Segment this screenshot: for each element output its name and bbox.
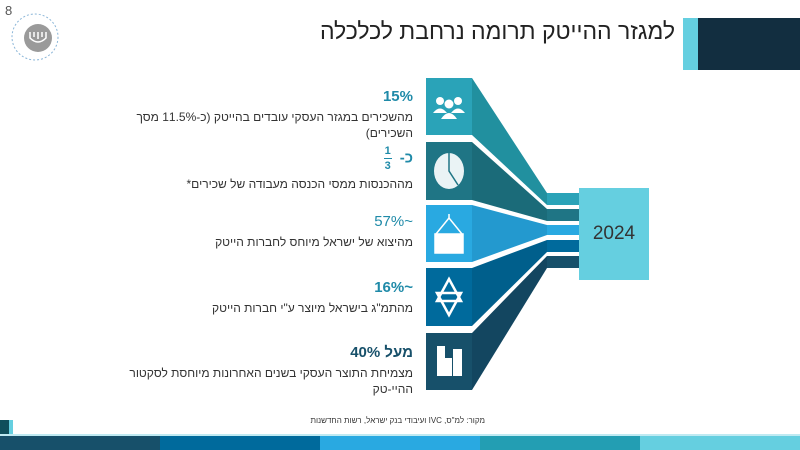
people-icon — [433, 97, 465, 119]
footer-segment-5 — [640, 436, 800, 450]
stat-description: מהתמ"ג בישראל מיוצר ע"י חברות הייטק — [212, 301, 413, 315]
star-of-david-icon — [434, 276, 464, 318]
connector-2 — [547, 209, 579, 221]
funnel-band-4 — [472, 240, 547, 326]
stat-value-prefix: כ- — [399, 149, 413, 167]
stat-value: 15% — [382, 88, 413, 105]
stat-description: מצמיחת התוצר העסקי בשנים האחרונות מיוחסת… — [129, 366, 413, 396]
header-accent-light — [683, 18, 698, 70]
funnel-band-2 — [472, 142, 547, 221]
year-box: 2024 — [579, 188, 649, 280]
stat-item-employees: 15% מהשכירים במגזר העסקי עובדים בהייטק (… — [113, 88, 413, 141]
year-label: 2024 — [592, 223, 636, 244]
corner-accent-light — [9, 420, 13, 434]
stat-value: ~16% — [374, 279, 413, 296]
fraction-denominator: 3 — [384, 160, 391, 172]
page-number: 8 — [5, 3, 13, 18]
stat-item-growth: מעל 40% מצמיחת התוצר העסקי בשנים האחרונו… — [123, 344, 413, 397]
page-title: למגזר ההייטק תרומה נרחבת לכלכלה — [319, 18, 675, 44]
footer-segment-1 — [0, 436, 160, 450]
corner-accent-dark — [0, 420, 9, 434]
connector-4 — [547, 240, 579, 252]
footer-segment-2 — [160, 436, 320, 450]
connector-1 — [547, 193, 579, 205]
connector-5 — [547, 256, 579, 268]
footer-segment-4 — [480, 436, 640, 450]
pie-chart-icon — [434, 153, 464, 189]
stat-description: מההכנסות ממסי הכנסה מעבודה של שכירים* — [186, 177, 413, 191]
buildings-icon — [437, 346, 462, 376]
connector-3 — [547, 225, 579, 235]
fraction-numerator: 1 — [384, 145, 391, 157]
stat-item-exports: ~57% מהיצוא של ישראל מיוחס לחברות הייטק — [113, 213, 413, 250]
header-accent-dark — [698, 18, 800, 70]
stat-item-income-tax: כ- 1 3 מההכנסות ממסי הכנסה מעבודה של שכירי… — [113, 145, 413, 192]
stat-value: כ- 1 3 — [113, 145, 413, 172]
footer-line — [0, 434, 800, 436]
bank-of-israel-logo — [11, 13, 59, 61]
stat-description: מהיצוא של ישראל מיוחס לחברות הייטק — [215, 235, 413, 249]
source-note: מקור: למ"ס, IVC ועיבודי בנק ישראל, רשות … — [310, 416, 485, 425]
cargo-crane-icon — [434, 214, 464, 254]
funnel-band-3 — [472, 205, 547, 262]
funnel-band-1 — [472, 78, 547, 205]
footer-segment-3 — [320, 436, 480, 450]
funnel-band-5 — [472, 256, 547, 390]
stat-description: מהשכירים במגזר העסקי עובדים בהייטק (כ-11… — [136, 110, 413, 140]
stat-value: ~57% — [374, 213, 413, 230]
stat-item-gdp: ~16% מהתמ"ג בישראל מיוצר ע"י חברות הייטק — [113, 279, 413, 316]
stat-value: מעל 40% — [350, 344, 413, 361]
